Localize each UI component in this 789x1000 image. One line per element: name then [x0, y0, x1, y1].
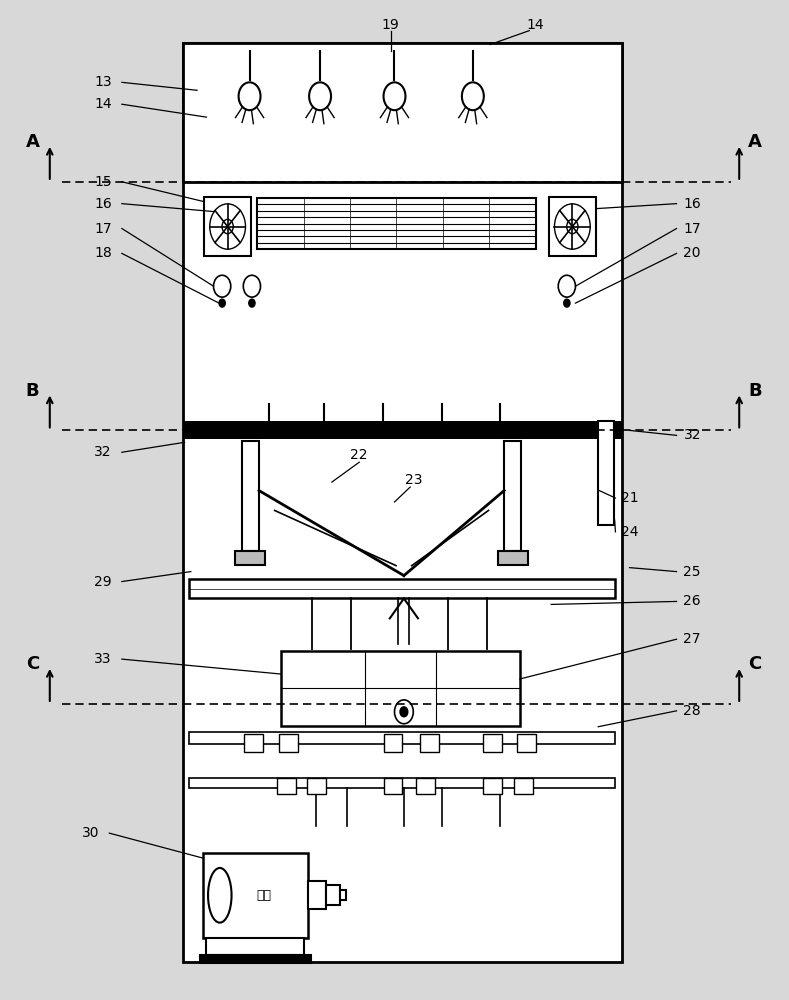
Text: 28: 28: [683, 704, 701, 718]
Bar: [339, 890, 346, 900]
Circle shape: [563, 299, 570, 307]
Text: 22: 22: [350, 448, 368, 462]
Bar: [277, 778, 296, 794]
Bar: [308, 881, 326, 909]
Circle shape: [249, 299, 255, 307]
Bar: [279, 734, 298, 752]
Circle shape: [219, 299, 226, 307]
Bar: [183, 43, 622, 962]
Bar: [483, 778, 502, 794]
Bar: [383, 778, 402, 794]
Bar: [549, 197, 596, 256]
Bar: [326, 885, 339, 905]
Bar: [189, 579, 615, 598]
Bar: [203, 853, 308, 938]
Text: 17: 17: [683, 222, 701, 236]
Bar: [598, 421, 614, 525]
Text: 23: 23: [406, 473, 423, 487]
Text: 32: 32: [683, 428, 701, 442]
Bar: [498, 551, 528, 565]
Text: B: B: [26, 382, 39, 400]
Text: B: B: [748, 382, 761, 400]
Text: 15: 15: [94, 175, 112, 189]
Bar: [189, 778, 615, 788]
Text: 16: 16: [683, 197, 701, 211]
Bar: [189, 732, 615, 744]
Text: 21: 21: [621, 491, 638, 505]
Bar: [257, 198, 536, 249]
Bar: [235, 551, 265, 565]
Bar: [417, 778, 436, 794]
Text: 19: 19: [382, 18, 399, 32]
Bar: [244, 734, 263, 752]
Text: A: A: [748, 133, 762, 151]
Text: C: C: [26, 655, 39, 673]
Text: 33: 33: [95, 652, 112, 666]
Text: 25: 25: [683, 565, 701, 579]
Text: 电机: 电机: [256, 889, 271, 902]
Bar: [204, 197, 251, 256]
Text: 17: 17: [94, 222, 112, 236]
Bar: [517, 734, 536, 752]
Bar: [514, 778, 533, 794]
Text: 26: 26: [683, 594, 701, 608]
Ellipse shape: [208, 868, 231, 923]
Bar: [200, 955, 311, 963]
Text: 24: 24: [621, 525, 638, 539]
Text: 20: 20: [683, 246, 701, 260]
Text: A: A: [25, 133, 39, 151]
Bar: [307, 778, 326, 794]
Text: C: C: [748, 655, 761, 673]
Text: 16: 16: [94, 197, 112, 211]
Bar: [281, 651, 520, 726]
Text: 29: 29: [94, 575, 112, 589]
Text: 27: 27: [683, 632, 701, 646]
Bar: [241, 441, 259, 551]
Bar: [207, 938, 305, 955]
Text: 14: 14: [94, 97, 112, 111]
Text: 30: 30: [82, 826, 99, 840]
Bar: [421, 734, 439, 752]
Bar: [383, 734, 402, 752]
Text: 32: 32: [95, 445, 112, 459]
Text: 13: 13: [94, 75, 112, 89]
Text: 14: 14: [527, 18, 544, 32]
Bar: [183, 43, 622, 182]
Circle shape: [400, 707, 408, 717]
Bar: [504, 441, 522, 551]
Text: 18: 18: [94, 246, 112, 260]
Bar: [183, 421, 622, 439]
Bar: [483, 734, 502, 752]
